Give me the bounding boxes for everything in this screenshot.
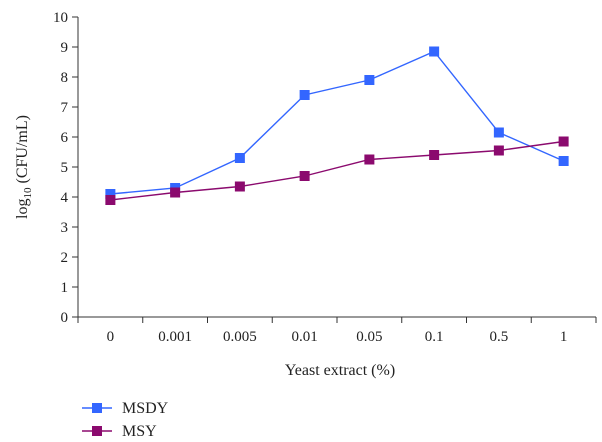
y-tick-label: 3 (61, 220, 69, 236)
data-point-msy (105, 195, 116, 205)
series-line-msdy (110, 50, 564, 195)
y-axis-title-base: log (14, 199, 31, 219)
x-tick-label: 0.1 (425, 329, 444, 345)
y-tick-label: 1 (61, 280, 69, 296)
data-point-msdy (299, 90, 310, 100)
data-point-msy (170, 187, 181, 198)
legend-marker-msy (92, 426, 102, 436)
axes (77, 17, 596, 318)
legend-item-msdy: MSDY (82, 400, 169, 417)
x-axis-ticks: 0 0.001 0.005 0.01 0.05 0.1 0.5 1 (77, 317, 597, 345)
legend-label-msdy: MSDY (122, 400, 169, 417)
y-axis-title-subscript: 10 (22, 187, 34, 199)
y-axis-title-rest: (CFU/mL) (14, 115, 31, 187)
x-tick-label: 0.01 (292, 329, 318, 345)
y-tick-label: 9 (61, 40, 69, 56)
data-point-msdy (493, 127, 504, 138)
data-point-msdy (429, 46, 440, 57)
x-tick-label: 1 (560, 329, 568, 345)
y-tick-label: 6 (61, 130, 69, 146)
legend: MSDY MSY (82, 400, 169, 440)
data-point-msdy (234, 153, 245, 163)
y-axis-title: log10 (CFU/mL) (14, 115, 34, 219)
x-tick-label: 0 (107, 329, 115, 345)
y-tick-label: 0 (61, 310, 69, 326)
data-point-msdy (364, 75, 375, 85)
series-layer (105, 46, 569, 205)
data-point-msdy (105, 189, 116, 199)
x-tick-label: 0.001 (158, 329, 192, 345)
data-point-msy (234, 181, 245, 192)
x-tick-label: 0.005 (223, 329, 257, 345)
y-tick-label: 4 (61, 190, 69, 206)
y-tick-label: 2 (61, 250, 69, 266)
x-tick-label: 0.05 (356, 329, 382, 345)
y-axis-ticks: 0 1 2 3 4 5 6 7 8 9 10 (53, 10, 78, 326)
x-tick-label: 0.5 (490, 329, 509, 345)
y-tick-label: 5 (61, 160, 69, 176)
y-tick-label: 8 (61, 70, 69, 86)
legend-item-msy: MSY (82, 423, 157, 440)
data-point-msy (299, 171, 310, 181)
y-tick-label: 10 (53, 10, 68, 26)
series-line-msy (110, 140, 564, 201)
data-point-msy (493, 145, 504, 156)
legend-marker-msdy (92, 403, 102, 413)
y-tick-label: 7 (61, 100, 69, 116)
data-point-msdy (558, 156, 569, 166)
legend-label-msy: MSY (122, 423, 157, 440)
data-point-msy (364, 154, 375, 165)
data-point-msy (558, 136, 569, 147)
x-axis-title: Yeast extract (%) (285, 362, 395, 379)
data-point-msy (429, 150, 440, 160)
